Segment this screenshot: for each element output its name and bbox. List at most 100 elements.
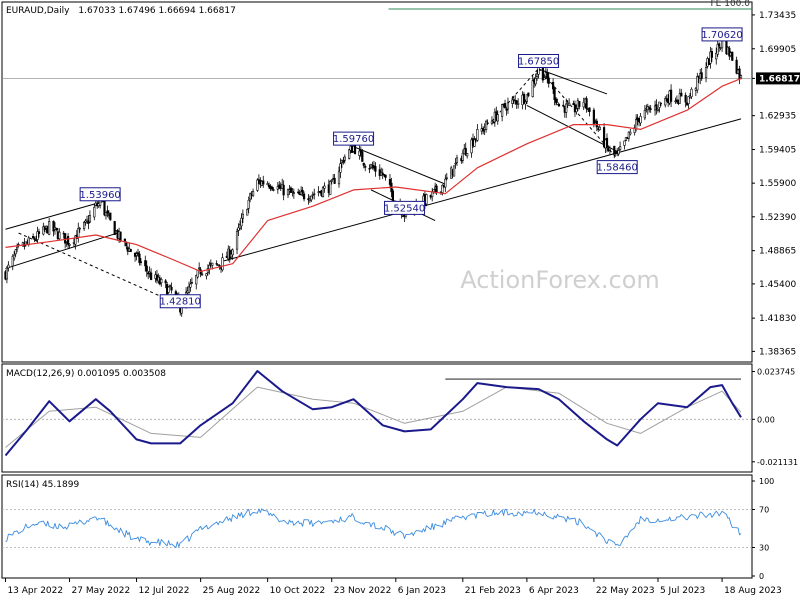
candle-body bbox=[301, 189, 304, 194]
candle-body bbox=[113, 221, 116, 236]
candle-body bbox=[37, 231, 41, 234]
candle-body bbox=[608, 147, 612, 151]
candle-body bbox=[531, 80, 534, 97]
candle-body bbox=[48, 221, 51, 235]
candle-body bbox=[512, 99, 515, 101]
candle-body bbox=[624, 137, 628, 141]
candle-body bbox=[486, 122, 489, 124]
candle-body bbox=[238, 224, 242, 229]
candle-body bbox=[195, 275, 198, 285]
candle-body bbox=[148, 271, 151, 274]
candle-body bbox=[452, 165, 456, 177]
candle-body bbox=[669, 89, 673, 102]
trendline-upper-channel bbox=[5, 196, 121, 230]
candle-body bbox=[391, 190, 394, 201]
candle-body bbox=[731, 51, 734, 61]
candle-body bbox=[374, 166, 377, 172]
candle-body bbox=[585, 98, 588, 110]
candle-body bbox=[270, 186, 274, 190]
x-tick-label: 12 Jul 2022 bbox=[139, 586, 190, 596]
price-label-box bbox=[596, 160, 638, 175]
candle-body bbox=[572, 103, 575, 106]
candle-body bbox=[543, 77, 546, 80]
candle-body bbox=[104, 212, 108, 216]
candle-body bbox=[329, 181, 332, 195]
candle-body bbox=[93, 206, 96, 218]
candle-body bbox=[680, 92, 683, 97]
candle-body bbox=[613, 145, 616, 154]
candle-body bbox=[728, 47, 731, 57]
candle-body bbox=[388, 179, 392, 185]
candle-body bbox=[552, 81, 555, 90]
candle-body bbox=[88, 215, 92, 223]
candle-body bbox=[251, 191, 255, 197]
candle-body bbox=[246, 209, 249, 216]
candle-body bbox=[359, 150, 362, 153]
candle-body bbox=[675, 99, 679, 102]
candle-body bbox=[78, 227, 81, 230]
candle-body bbox=[619, 146, 622, 151]
x-tick-label: 13 Apr 2022 bbox=[7, 586, 63, 596]
candle-body bbox=[556, 102, 559, 105]
chart-header: EURAUD,Daily 1.67033 1.67496 1.66694 1.6… bbox=[6, 6, 236, 16]
price-label-box bbox=[79, 187, 121, 202]
price-label-text: 1.53960 bbox=[79, 190, 120, 201]
candle-body bbox=[266, 183, 269, 185]
candle-body bbox=[168, 285, 172, 287]
price-label-box bbox=[701, 27, 743, 42]
candle-body bbox=[588, 107, 591, 112]
rsi-line bbox=[5, 508, 742, 549]
candle-body bbox=[32, 236, 35, 239]
price-tick-label: 1.48865 bbox=[759, 247, 796, 257]
candle-body bbox=[310, 195, 313, 201]
trendline-falling-4 bbox=[526, 104, 618, 152]
macd-signal-line bbox=[5, 386, 742, 448]
candle-body bbox=[150, 272, 153, 280]
candle-body bbox=[58, 231, 61, 240]
rsi-tick-label: 70 bbox=[759, 506, 769, 515]
candle-body bbox=[83, 222, 86, 229]
x-tick-label: 23 Nov 2022 bbox=[334, 586, 392, 596]
trendline-falling-3 bbox=[538, 68, 608, 95]
candle-body bbox=[231, 249, 234, 256]
candle-body bbox=[262, 180, 265, 185]
candle-body bbox=[527, 92, 530, 97]
candle-body bbox=[690, 88, 693, 97]
trendline-falling-1 bbox=[353, 146, 446, 185]
price-tick-label: 1.62935 bbox=[759, 112, 796, 122]
candle-body bbox=[432, 189, 435, 192]
candle-body bbox=[66, 236, 70, 245]
rsi-title: RSI(14) 45.1899 bbox=[6, 480, 79, 490]
candle-body bbox=[648, 107, 651, 109]
price-label-text: 1.52540 bbox=[384, 203, 425, 214]
candle-body bbox=[568, 102, 571, 106]
candle-body bbox=[554, 98, 558, 103]
candle-body bbox=[144, 260, 147, 267]
candle-body bbox=[492, 121, 495, 124]
candle-body bbox=[321, 187, 325, 197]
price-tick-label: 1.38365 bbox=[759, 347, 796, 357]
candle-body bbox=[7, 264, 10, 269]
price-tick-label: 1.69905 bbox=[759, 45, 796, 55]
candle-body bbox=[614, 152, 617, 154]
price-tick-label: 1.55900 bbox=[759, 179, 796, 189]
price-frame bbox=[1, 1, 753, 363]
price-label-text: 1.59760 bbox=[333, 134, 374, 145]
candle-body bbox=[353, 145, 357, 155]
trendline-dashed-3 bbox=[538, 68, 618, 159]
candle-body bbox=[211, 262, 214, 266]
candle-body bbox=[167, 286, 170, 293]
fe-100-label: FE 100.0 bbox=[711, 0, 751, 9]
x-tick-label: 6 Jan 2023 bbox=[398, 586, 446, 596]
trendline-long-support bbox=[223, 118, 742, 262]
candle-body bbox=[537, 66, 540, 75]
candle-body bbox=[190, 282, 193, 284]
candle-body bbox=[323, 185, 326, 189]
macd-line bbox=[4, 370, 742, 457]
candle-body bbox=[444, 178, 447, 188]
price-tick-label: 1.45400 bbox=[759, 280, 796, 290]
candle-body bbox=[598, 126, 601, 130]
candle-body bbox=[501, 104, 504, 117]
